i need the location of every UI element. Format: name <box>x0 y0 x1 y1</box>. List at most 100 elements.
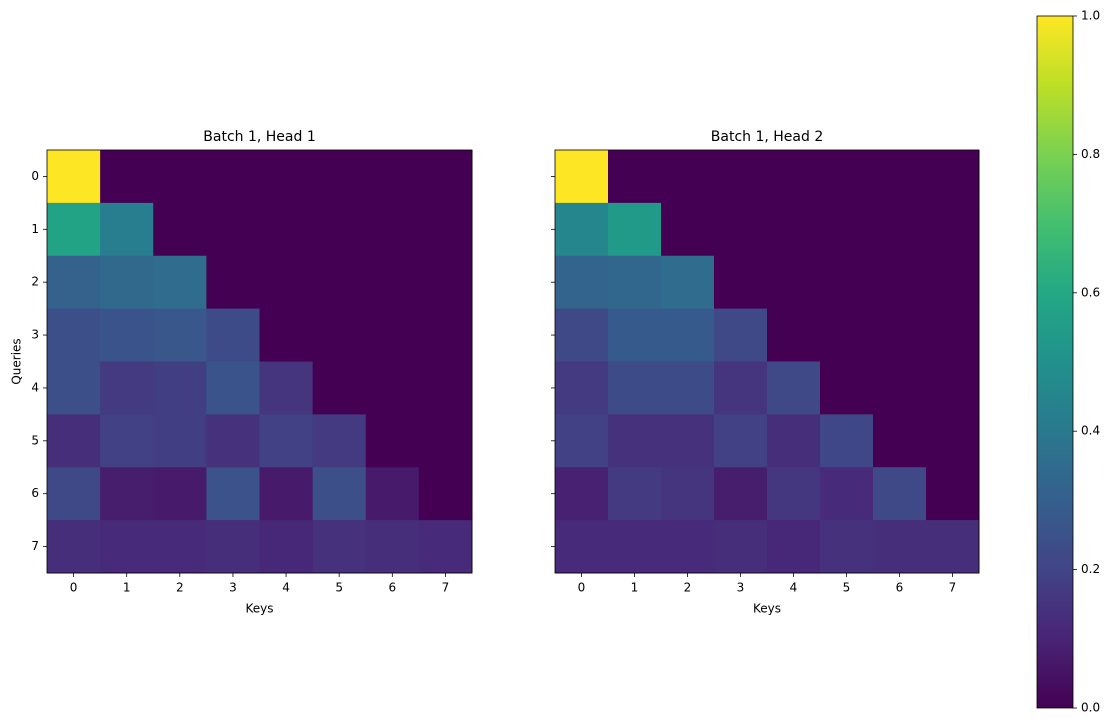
heatmap-cell <box>767 361 821 415</box>
heatmap-cell <box>608 255 662 310</box>
heatmap-cell <box>661 255 715 310</box>
heatmap-cell <box>820 520 874 574</box>
heatmap-cell <box>365 361 420 415</box>
axes-frame <box>554 149 980 574</box>
chart-title: Batch 1, Head 2 <box>711 129 823 145</box>
heatmap-cell <box>661 467 715 521</box>
heatmap-cell <box>661 414 715 468</box>
heatmap-cell <box>100 255 154 310</box>
heatmap-cell <box>767 255 821 310</box>
heatmap-cell <box>259 520 314 574</box>
heatmap-cell <box>47 361 101 415</box>
heatmap-cell <box>555 202 609 257</box>
heatmap-cell <box>555 150 609 204</box>
heatmap-cell <box>926 202 980 257</box>
heatmap-cell <box>714 255 768 310</box>
heatmap-cell <box>312 308 367 362</box>
heatmap-cell <box>365 255 420 310</box>
heatmap-cell <box>873 202 927 257</box>
heatmap-cell <box>153 414 207 468</box>
y-tick-label: 1 <box>31 222 39 236</box>
heatmap-cell <box>714 150 768 204</box>
heatmap-cell <box>926 361 980 415</box>
heatmap-cell <box>873 150 927 204</box>
heatmap-cell <box>47 255 101 310</box>
heatmap-cell <box>153 308 207 362</box>
heatmap-cell <box>873 414 927 468</box>
heatmap-cell <box>153 361 207 415</box>
heatmap-cell <box>661 308 715 362</box>
heatmap-cell <box>312 150 367 204</box>
heatmap-cell <box>47 520 101 574</box>
heatmap-cell <box>767 467 821 521</box>
heatmap-cell <box>47 467 101 521</box>
x-tick-label: 6 <box>388 581 396 595</box>
heatmap-cell <box>608 202 662 257</box>
heatmap-cell <box>418 361 473 415</box>
heatmap-cell <box>555 255 609 310</box>
heatmap-cell <box>100 467 154 521</box>
heatmap-cell <box>365 202 420 257</box>
colorbar-tick-label: 0.8 <box>1081 147 1100 161</box>
heatmap-cell <box>259 308 314 362</box>
x-axis-label: Keys <box>753 602 781 616</box>
y-tick-label: 6 <box>31 486 39 500</box>
heatmap-cell <box>312 467 367 521</box>
heatmap-cell <box>714 414 768 468</box>
heatmap-cell <box>555 520 609 574</box>
colorbar <box>1036 15 1074 709</box>
heatmap-cell <box>312 361 367 415</box>
heatmap-cell <box>100 308 154 362</box>
heatmap-cell <box>365 520 420 574</box>
x-tick-label: 1 <box>631 581 639 595</box>
heatmap-cell <box>418 467 473 521</box>
heatmap-cell <box>820 255 874 310</box>
heatmap-cell <box>206 308 260 362</box>
heatmap-cell <box>926 308 980 362</box>
heatmap-cell <box>714 520 768 574</box>
heatmap-cell <box>873 361 927 415</box>
colorbar-tick-label: 0.6 <box>1081 285 1100 299</box>
heatmap-cell <box>926 150 980 204</box>
heatmap-cell <box>418 308 473 362</box>
heatmap-cell <box>661 520 715 574</box>
heatmap-cell <box>767 202 821 257</box>
heatmap-cell <box>820 202 874 257</box>
heatmap-cell <box>873 308 927 362</box>
x-tick-label: 5 <box>335 581 343 595</box>
heatmap-cell <box>312 414 367 468</box>
heatmap-cell <box>153 255 207 310</box>
heatmap-cell <box>555 308 609 362</box>
heatmap-cell <box>873 467 927 521</box>
heatmap-cell <box>608 414 662 468</box>
heatmap-cell <box>259 255 314 310</box>
heatmap-cell <box>100 414 154 468</box>
heatmap-cell <box>312 520 367 574</box>
heatmap-cell <box>767 150 821 204</box>
heatmap-cell <box>100 150 154 204</box>
heatmap-cell <box>555 361 609 415</box>
heatmap-cell <box>206 520 260 574</box>
heatmap-cell <box>47 308 101 362</box>
colorbar-tick-label: 1.0 <box>1081 9 1100 23</box>
axes-frame <box>46 149 473 574</box>
heatmap-cell <box>608 150 662 204</box>
x-tick-label: 3 <box>737 581 745 595</box>
heatmap-cell <box>259 361 314 415</box>
x-tick-label: 7 <box>442 581 450 595</box>
heatmap-cell <box>555 414 609 468</box>
y-tick-label: 5 <box>31 433 39 447</box>
heatmap-cell <box>47 414 101 468</box>
heatmap-cell <box>312 255 367 310</box>
heatmap-cell <box>259 414 314 468</box>
heatmap-cell <box>661 150 715 204</box>
heatmap-cell <box>608 361 662 415</box>
heatmap-cell <box>259 202 314 257</box>
heatmap-cell <box>206 414 260 468</box>
x-tick-label: 3 <box>229 581 237 595</box>
heatmap-cell <box>153 520 207 574</box>
y-tick-label: 3 <box>31 328 39 342</box>
y-tick-label: 0 <box>31 169 39 183</box>
heatmap-cell <box>873 520 927 574</box>
heatmap-cell <box>767 520 821 574</box>
